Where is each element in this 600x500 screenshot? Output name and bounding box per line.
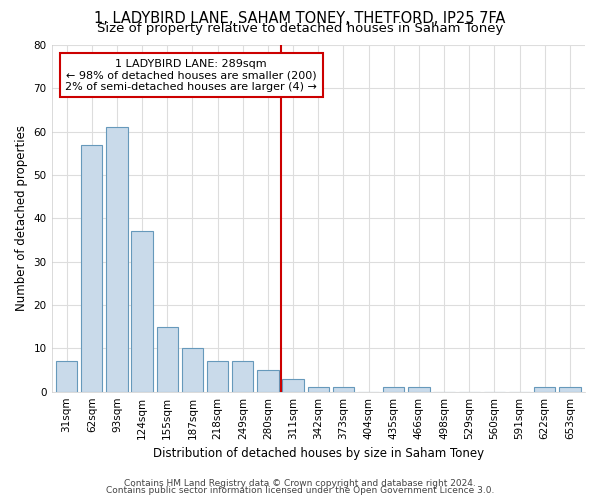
Bar bbox=[534, 388, 556, 392]
Bar bbox=[131, 232, 153, 392]
Y-axis label: Number of detached properties: Number of detached properties bbox=[15, 126, 28, 312]
Bar bbox=[283, 378, 304, 392]
Bar bbox=[207, 362, 229, 392]
Bar bbox=[333, 388, 354, 392]
Text: Size of property relative to detached houses in Saham Toney: Size of property relative to detached ho… bbox=[97, 22, 503, 35]
Bar bbox=[383, 388, 404, 392]
Bar bbox=[106, 128, 128, 392]
Text: 1 LADYBIRD LANE: 289sqm
← 98% of detached houses are smaller (200)
2% of semi-de: 1 LADYBIRD LANE: 289sqm ← 98% of detache… bbox=[65, 58, 317, 92]
Bar bbox=[56, 362, 77, 392]
Bar bbox=[232, 362, 253, 392]
Bar bbox=[408, 388, 430, 392]
Text: 1, LADYBIRD LANE, SAHAM TONEY, THETFORD, IP25 7FA: 1, LADYBIRD LANE, SAHAM TONEY, THETFORD,… bbox=[94, 11, 506, 26]
Text: Contains public sector information licensed under the Open Government Licence 3.: Contains public sector information licen… bbox=[106, 486, 494, 495]
Bar bbox=[308, 388, 329, 392]
Bar bbox=[182, 348, 203, 392]
Bar bbox=[157, 326, 178, 392]
Bar bbox=[81, 144, 103, 392]
Bar bbox=[559, 388, 581, 392]
X-axis label: Distribution of detached houses by size in Saham Toney: Distribution of detached houses by size … bbox=[153, 447, 484, 460]
Bar bbox=[257, 370, 278, 392]
Text: Contains HM Land Registry data © Crown copyright and database right 2024.: Contains HM Land Registry data © Crown c… bbox=[124, 478, 476, 488]
